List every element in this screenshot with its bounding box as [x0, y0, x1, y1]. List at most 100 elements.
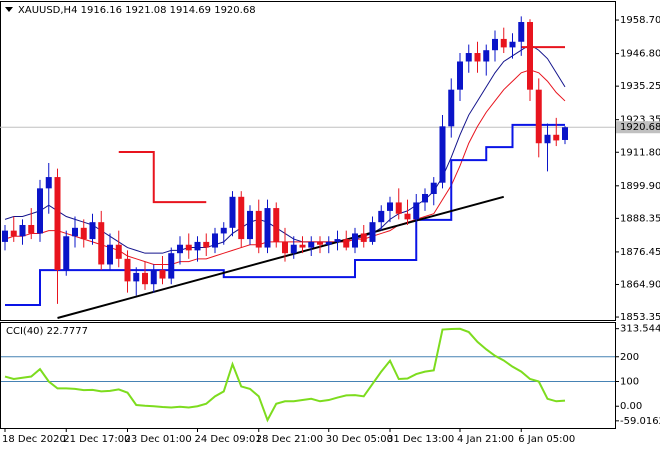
cci-title: CCI(40) 22.7777: [6, 326, 88, 337]
candle-body: [37, 188, 43, 234]
candle-body: [378, 210, 385, 223]
x-tick-label: 30 Dec 05:00: [326, 434, 393, 445]
candle-body: [317, 241, 323, 245]
x-tick-label: 6 Jan 05:00: [518, 434, 575, 445]
candle-body: [509, 41, 516, 48]
candle-body: [80, 227, 87, 240]
candle-body: [439, 126, 446, 183]
candle-body: [282, 241, 288, 254]
x-tick-label: 24 Dec 09:01: [195, 434, 262, 445]
candle-body: [387, 202, 393, 211]
y-tick-label: 200: [620, 352, 639, 363]
candle-body: [98, 222, 105, 265]
candle-body: [194, 241, 201, 251]
candle-body: [448, 89, 455, 127]
candle-body: [492, 38, 498, 51]
candle-body: [273, 208, 280, 242]
x-tick-label: 18 Dec 2020: [2, 434, 66, 445]
candle-body: [150, 270, 157, 285]
trendline: [57, 195, 505, 319]
candle-body: [325, 241, 332, 245]
candle-body: [290, 244, 297, 254]
candle-body: [430, 182, 437, 194]
candle-body: [334, 239, 341, 242]
candle-body: [203, 241, 210, 248]
y-tick-label: 1876.45: [620, 247, 660, 258]
candle-body: [395, 202, 402, 214]
step-line: [5, 123, 565, 307]
x-tick-label: 31 Dec 13:00: [387, 434, 454, 445]
y-tick-label: 1899.90: [620, 181, 660, 192]
candle-body: [527, 22, 533, 90]
candle-body: [308, 241, 315, 248]
candle-body: [10, 230, 17, 237]
candle-body: [28, 224, 35, 234]
candle-body: [89, 222, 96, 240]
candle-body: [465, 53, 472, 62]
candle-body: [45, 177, 52, 189]
candle-body: [553, 134, 560, 141]
candle-body: [142, 272, 148, 285]
candle-body: [483, 50, 490, 62]
y-tick-label: 0.00: [620, 401, 642, 412]
y-tick-label: -59.0162: [620, 416, 660, 427]
candle-body: [343, 239, 350, 248]
candle-body: [185, 244, 192, 251]
candle-body: [264, 208, 271, 248]
y-tick-label: 1923.35: [620, 115, 660, 126]
y-tick-label: 1911.80: [620, 147, 660, 158]
candle-body: [474, 53, 481, 62]
candle-body: [107, 244, 113, 265]
x-tick-label: 21 Dec 17:00: [63, 434, 130, 445]
candle-body: [238, 196, 245, 240]
candle-body: [352, 233, 358, 248]
y-tick-label: 1853.35: [620, 312, 660, 323]
candle-body: [535, 89, 542, 144]
price-pane-frame: [0, 1, 616, 321]
y-tick-label: 1888.35: [620, 213, 660, 224]
candle-body: [518, 22, 525, 42]
last-price-box: [616, 121, 660, 134]
y-tick-label: 100: [620, 376, 639, 387]
candle-body: [413, 202, 420, 220]
candle-body: [255, 210, 262, 248]
candle-body: [159, 270, 166, 279]
collapse-arrow[interactable]: [5, 7, 13, 12]
last-price-label: 1920.68: [620, 122, 660, 133]
x-tick-label: 23 Dec 01:00: [125, 434, 192, 445]
y-tick-label: 1946.80: [620, 49, 660, 60]
candle-body: [19, 224, 26, 237]
candle-body: [212, 233, 218, 248]
candle-body: [2, 230, 8, 242]
candle-body: [544, 134, 551, 144]
candle-body: [72, 227, 78, 237]
candle-body: [220, 227, 227, 234]
x-tick-label: 4 Jan 21:00: [457, 434, 514, 445]
candle-body: [562, 127, 568, 140]
candle-body: [457, 61, 463, 90]
x-tick-label: 28 Dec 21:00: [256, 434, 323, 445]
candle-body: [63, 236, 70, 271]
candle-body: [369, 222, 376, 242]
candle-body: [177, 244, 183, 254]
candle-body: [299, 244, 306, 248]
candle-body: [404, 213, 411, 220]
chart-title: XAUUSD,H4 1916.16 1921.08 1914.69 1920.6…: [18, 5, 256, 16]
candle-body: [500, 38, 507, 48]
y-tick-label: 313.5441: [620, 324, 660, 335]
candle-body: [133, 272, 140, 282]
candle-body: [360, 233, 367, 242]
candle-body: [422, 193, 428, 203]
y-tick-label: 1935.25: [620, 81, 660, 92]
candle-body: [229, 196, 236, 228]
y-tick-label: 1958.70: [620, 15, 660, 26]
candle-body: [54, 177, 61, 271]
candle-body: [247, 210, 253, 240]
cci-pane-frame: [0, 322, 616, 429]
y-tick-label: 1864.90: [620, 279, 660, 290]
cci-line: [4, 327, 566, 423]
candle-body: [115, 244, 122, 259]
candle-body: [124, 258, 131, 282]
